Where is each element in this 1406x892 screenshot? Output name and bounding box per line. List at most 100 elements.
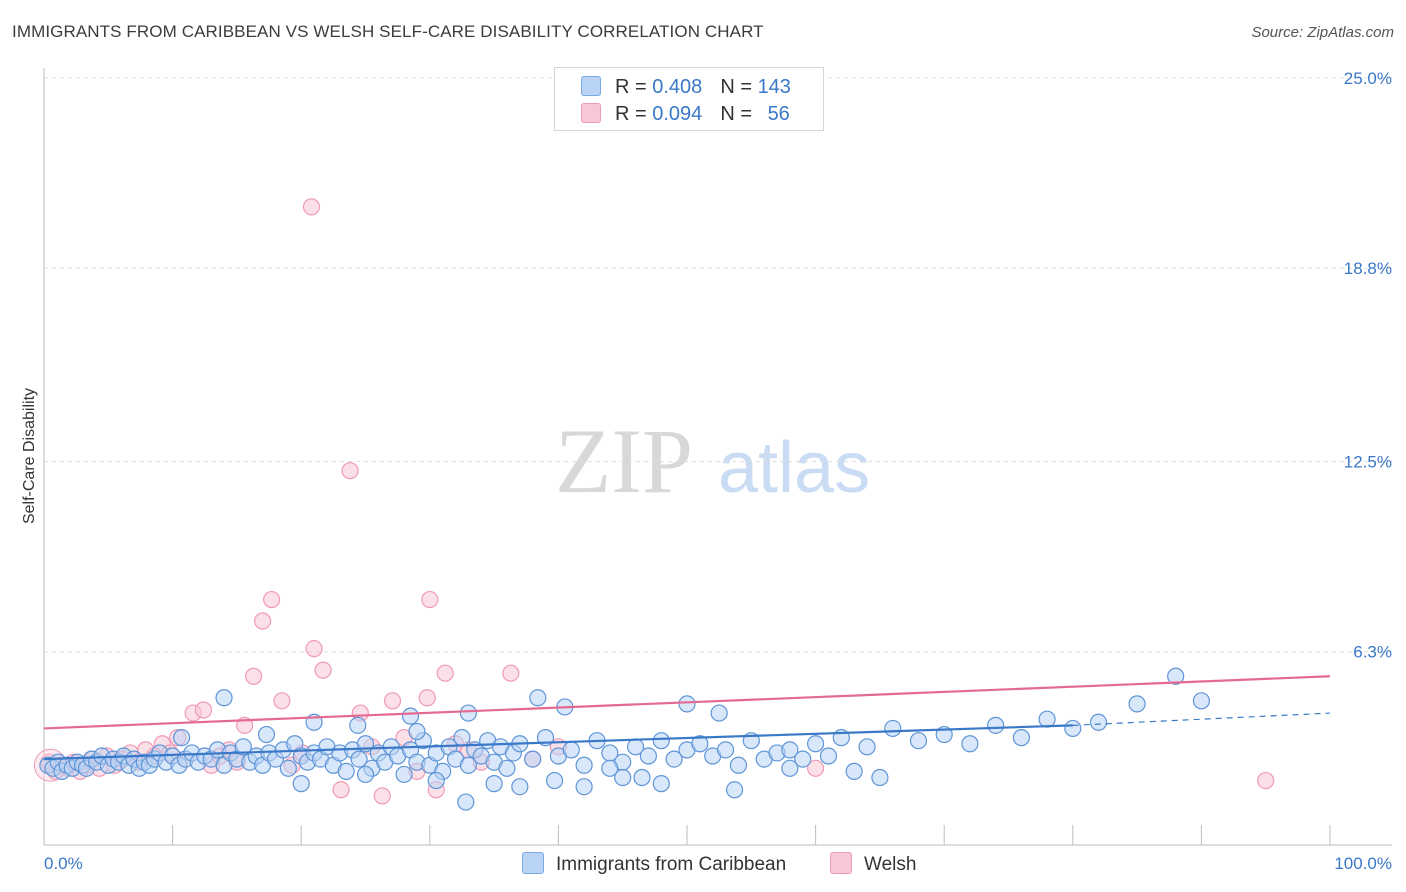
caribbean-point (652, 775, 670, 793)
caribbean-point (710, 704, 728, 722)
legend-row-welsh: R = 0.094 N = 56 (581, 103, 790, 127)
caribbean-point (1038, 710, 1056, 728)
caribbean-point (794, 750, 812, 768)
trend-lines (43, 675, 1331, 761)
caribbean-point (485, 775, 503, 793)
caribbean-point (459, 756, 477, 774)
caribbean-point (349, 716, 367, 734)
caribbean-point (529, 689, 547, 707)
r-label: R = (615, 76, 653, 98)
caribbean-point (459, 704, 477, 722)
welsh-point (341, 462, 359, 480)
caribbean-point (427, 771, 445, 790)
caribbean-point (1128, 695, 1146, 713)
caribbean-point (961, 735, 979, 753)
axis-labels: 6.3% 12.5% 18.8% 25.0% 0.0% 100.0% (44, 69, 1392, 873)
bottom-legend-swatch-pink (830, 852, 852, 874)
caribbean-point (884, 719, 902, 738)
caribbean-point (257, 725, 276, 744)
grid-lines (44, 77, 1392, 653)
caribbean-point (691, 735, 709, 753)
welsh-point (436, 664, 454, 682)
y-tick-label: 25.0% (1344, 69, 1392, 88)
caribbean-point (524, 750, 542, 768)
x-tick-label: 100.0% (1334, 854, 1392, 873)
caribbean-point (498, 759, 516, 777)
caribbean-point (601, 759, 619, 777)
caribbean-point (639, 747, 658, 765)
welsh-point (314, 661, 332, 679)
caribbean-point (337, 762, 355, 780)
caribbean-point (562, 741, 580, 759)
welsh-point (245, 667, 263, 685)
y-axis-title: Self-Care Disability (21, 388, 38, 524)
bottom-legend-caribbean: Immigrants from Caribbean (522, 852, 786, 876)
bottom-legend-label-caribbean: Immigrants from Caribbean (556, 854, 787, 875)
caribbean-point (234, 738, 252, 756)
caribbean-point (1192, 692, 1211, 710)
caribbean-point (292, 775, 310, 793)
caribbean-point (781, 741, 799, 759)
caribbean-point (858, 738, 876, 756)
caribbean-trend-line (43, 724, 1073, 761)
caribbean-point (1012, 729, 1030, 747)
caribbean-point (806, 735, 825, 753)
caribbean-point (350, 750, 368, 768)
caribbean-trend-extension (1072, 712, 1331, 726)
axes (43, 68, 1392, 846)
welsh-point (273, 692, 291, 710)
caribbean-point (909, 732, 928, 750)
caribbean-point (401, 707, 420, 725)
caribbean-point (1089, 713, 1108, 731)
caribbean-point (215, 689, 233, 707)
caribbean-point (871, 768, 889, 787)
welsh-point (332, 781, 350, 799)
welsh-trend-line (43, 675, 1331, 730)
x-tick-label: 0.0% (44, 854, 83, 873)
caribbean-point (545, 771, 564, 790)
caribbean-point (845, 762, 863, 780)
y-tick-label: 18.8% (1344, 259, 1392, 278)
n-label: N = (720, 103, 758, 125)
welsh-point (373, 787, 391, 805)
r-value-caribbean: 0.408 (652, 76, 703, 98)
caribbean-point (987, 716, 1005, 734)
caribbean-point (279, 759, 297, 777)
welsh-point (1257, 771, 1275, 790)
r-value-welsh: 0.094 (652, 103, 703, 125)
welsh-point (305, 640, 323, 658)
caribbean-point (1167, 667, 1185, 685)
y-tick-label: 12.5% (1344, 453, 1392, 472)
caribbean-point (725, 781, 744, 799)
caribbean-point (678, 695, 696, 713)
welsh-point (502, 664, 520, 682)
welsh-point (254, 612, 272, 630)
legend-row-caribbean: R = 0.408 N = 143 (581, 76, 791, 100)
welsh-point (383, 692, 402, 710)
y-tick-label: 6.3% (1353, 643, 1392, 662)
n-label: N = (720, 76, 758, 98)
caribbean-point (729, 756, 748, 774)
bottom-legend-welsh: Welsh (830, 852, 916, 876)
caribbean-point (575, 778, 593, 796)
legend-swatch-pink (581, 103, 601, 123)
caribbean-point (665, 750, 683, 768)
bottom-legend-label-welsh: Welsh (864, 854, 917, 875)
caribbean-point (511, 778, 529, 796)
caribbean-point (781, 759, 799, 777)
chart-title: IMMIGRANTS FROM CARIBBEAN VS WELSH SELF-… (12, 22, 764, 41)
n-value-caribbean: 143 (757, 76, 791, 98)
welsh-point (806, 759, 825, 777)
caribbean-point (408, 722, 426, 741)
caribbean-point (716, 741, 735, 759)
legend-swatch-blue (581, 76, 601, 96)
welsh-point (194, 701, 213, 719)
n-value-welsh: 56 (767, 103, 790, 125)
caribbean-point (356, 765, 375, 784)
caribbean-point (173, 729, 191, 747)
caribbean-point (819, 747, 838, 765)
caribbean-point (395, 765, 413, 784)
caribbean-point (1064, 719, 1082, 738)
caribbean-point (614, 768, 632, 787)
